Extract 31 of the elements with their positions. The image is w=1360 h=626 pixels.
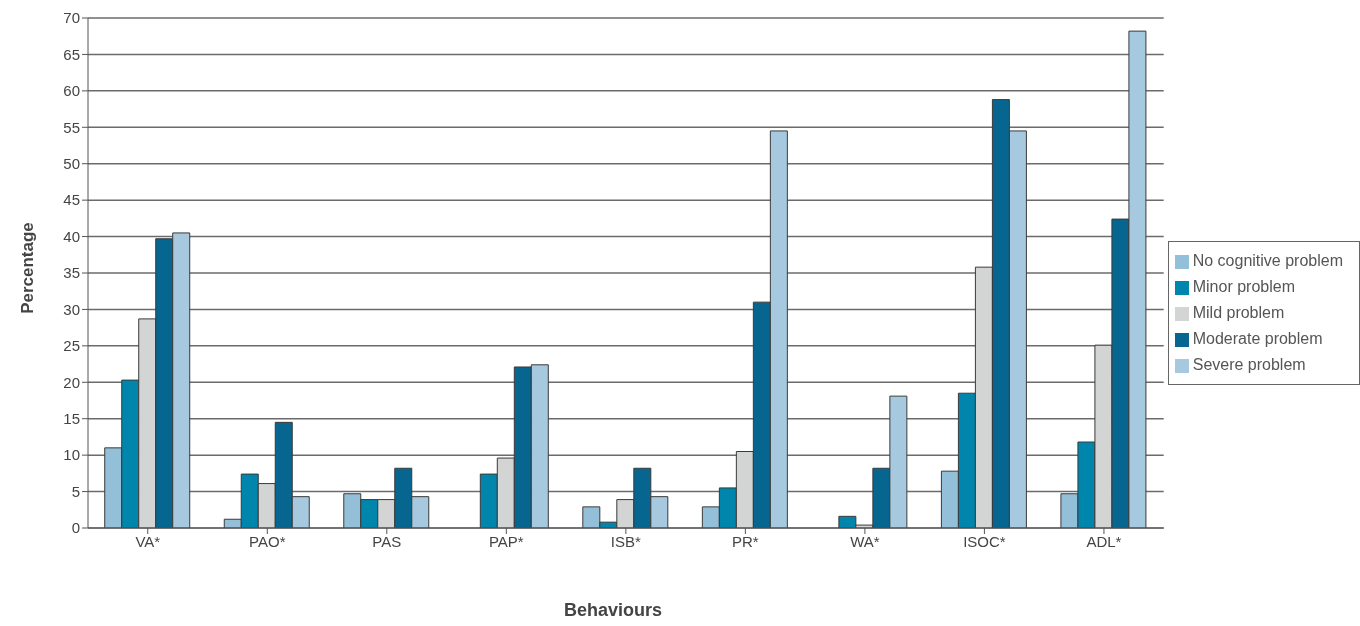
y-tick-label: 20 — [63, 373, 80, 391]
y-tick-label: 0 — [71, 519, 80, 537]
y-tick-label: 40 — [63, 227, 80, 245]
legend-label: Moderate problem — [1192, 330, 1323, 347]
y-tick-label: 70 — [63, 9, 80, 27]
y-tick-label: 65 — [63, 45, 80, 63]
legend-label: Mild problem — [1192, 304, 1285, 321]
x-tick-label: PR* — [732, 532, 759, 550]
x-tick-label: VA* — [135, 532, 161, 550]
y-tick-label: 25 — [63, 337, 80, 355]
x-tick-label: ISB* — [610, 532, 642, 550]
y-tick-label: 60 — [63, 82, 80, 100]
y-tick-label: 50 — [63, 155, 80, 173]
y-tick-label: 35 — [63, 264, 80, 282]
legend-label: Severe problem — [1192, 356, 1306, 373]
x-tick-label: ADL* — [1086, 532, 1122, 550]
x-tick-label: PAO* — [249, 532, 286, 550]
legend-label: Minor problem — [1192, 278, 1295, 295]
x-tick-label: WA* — [850, 532, 880, 550]
y-tick-label: 30 — [63, 300, 80, 318]
x-tick-label: PAP* — [488, 532, 524, 550]
x-tick-label: ISOC* — [963, 532, 1006, 550]
y-tick-label: 5 — [71, 482, 80, 500]
x-tick-label: PAS — [372, 532, 402, 550]
legend-label: No cognitive problem — [1192, 252, 1343, 269]
y-tick-label: 45 — [63, 191, 80, 209]
x-axis-title: Behaviours — [562, 600, 663, 621]
y-tick-label: 10 — [63, 446, 80, 464]
y-axis-title: Percentage — [18, 221, 38, 316]
y-tick-label: 55 — [63, 118, 80, 136]
y-tick-label: 15 — [63, 410, 80, 428]
